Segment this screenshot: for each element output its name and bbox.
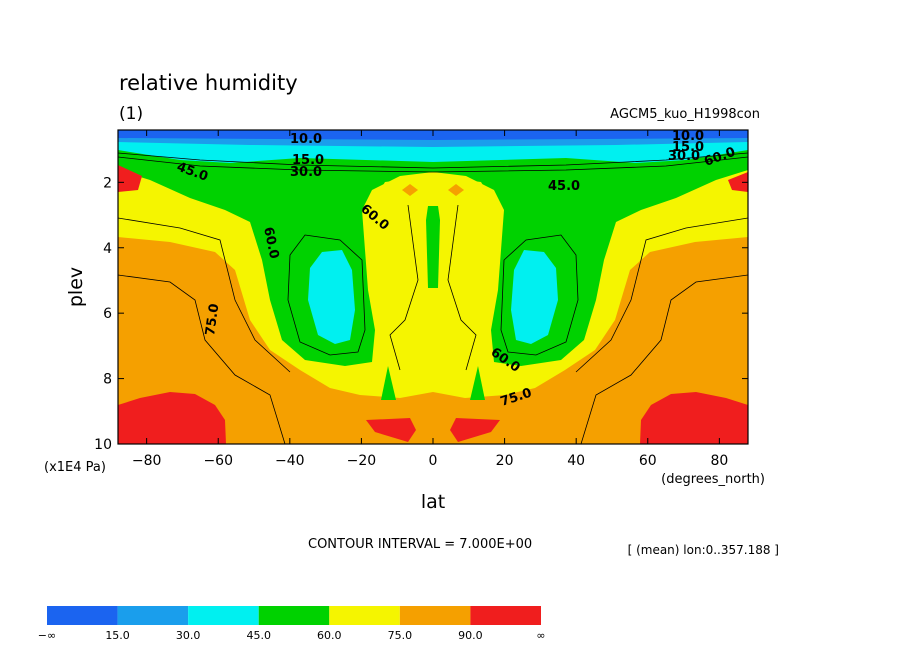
contour-label: 45.0 [548,179,580,194]
colorbar-label: 15.0 [105,629,130,642]
x-tick-label: −20 [347,453,377,469]
chart-subtitle: (1) [119,104,143,124]
contour-line-inner-left [287,234,366,356]
y-tick-label: 6 [103,306,112,322]
y-axis-title: plev [65,267,87,307]
x-axis-title: lat [421,491,445,513]
x-tick-label: 20 [496,453,514,469]
colorbar-swatch [117,606,189,625]
contour-interval-label: CONTOUR INTERVAL = 7.000E+00 [308,537,532,552]
colorbar-label: −∞ [38,629,56,642]
contour-line-core-right [447,204,477,371]
y-tick-label: 4 [103,241,112,257]
x-tick-label: 80 [710,453,728,469]
fill-red-bottom-right [450,418,500,442]
contour-label: 15.0 [672,140,704,155]
fill-cyan-left [308,250,355,344]
colorbar-label: ∞ [536,629,545,642]
colorbar-swatch [47,606,118,625]
contour-fills [118,130,748,444]
x-tick-label: 40 [567,453,585,469]
contour-line-orange-left [118,274,286,444]
x-tick-label: 60 [639,453,657,469]
fill-red-bottom-left [366,418,416,442]
fill-red-corner-left [118,165,142,192]
colorbar-label: 30.0 [176,629,201,642]
colorbar-swatch [399,606,471,625]
contour-label: 30.0 [668,149,700,164]
run-label: AGCM5_kuo_H1998con [610,107,760,122]
y-tick-label: 2 [103,175,112,191]
fill-green-spike-center [426,206,440,288]
y-tick-label: 8 [103,372,112,388]
fill-cyan-right [511,250,558,344]
contour-lines [118,152,748,444]
contour-line-dark-upper [118,152,748,169]
y-unit-label: (x1E4 Pa) [44,460,106,475]
colorbar-swatch [258,606,330,625]
contour-line-core-left [389,204,419,371]
contour-label: 60.0 [260,226,281,260]
fill-green-spike-left [381,366,396,400]
colorbar-label: 90.0 [458,629,483,642]
contour-line-dark-lower [118,156,748,173]
x-unit-label: (degrees_north) [661,472,765,487]
colorbar-swatch [329,606,400,625]
contour-label: 15.0 [292,153,324,168]
contour-line-inner-right [500,234,579,356]
contour-line-orange-right [580,274,748,444]
x-tick-label: −80 [132,453,162,469]
x-tick-label: −40 [275,453,305,469]
fill-red-right [640,392,748,444]
colorbar-swatch [470,606,541,625]
mean-label: [ (mean) lon:0..357.188 ] [628,543,779,557]
contour-labels: 10.0 15.0 30.0 45.0 45.0 60.0 60.0 60.0 … [175,129,738,410]
fill-orange-diamond-right [448,184,464,196]
y-axis: 2 4 6 8 10 [94,175,748,453]
fill-green-spike-right [470,366,485,400]
contour-label: 10.0 [290,132,322,147]
contour-label: 75.0 [203,303,222,337]
fill-band-green [118,130,748,366]
x-axis: −80 −60 −40 −20 0 20 40 60 80 [132,130,728,469]
contour-line-yellow-left [118,217,291,373]
contour-label: 10.0 [672,129,704,144]
y-tick-label: 10 [94,437,112,453]
x-tick-label: −60 [203,453,233,469]
colorbar-label: 45.0 [246,629,271,642]
fill-red-corner-right [728,172,748,192]
contour-line-yellow-right [575,217,748,373]
x-tick-label: 0 [429,453,438,469]
colorbar-swatch [188,606,259,625]
contour-label: 30.0 [290,165,322,180]
colorbar: −∞ 15.0 30.0 45.0 60.0 75.0 90.0 ∞ [38,606,546,642]
colorbar-label: 75.0 [388,629,413,642]
fill-red-left [118,392,226,444]
colorbar-label: 60.0 [317,629,342,642]
chart-title: relative humidity [119,71,298,95]
fill-orange-diamond-left [402,184,418,196]
